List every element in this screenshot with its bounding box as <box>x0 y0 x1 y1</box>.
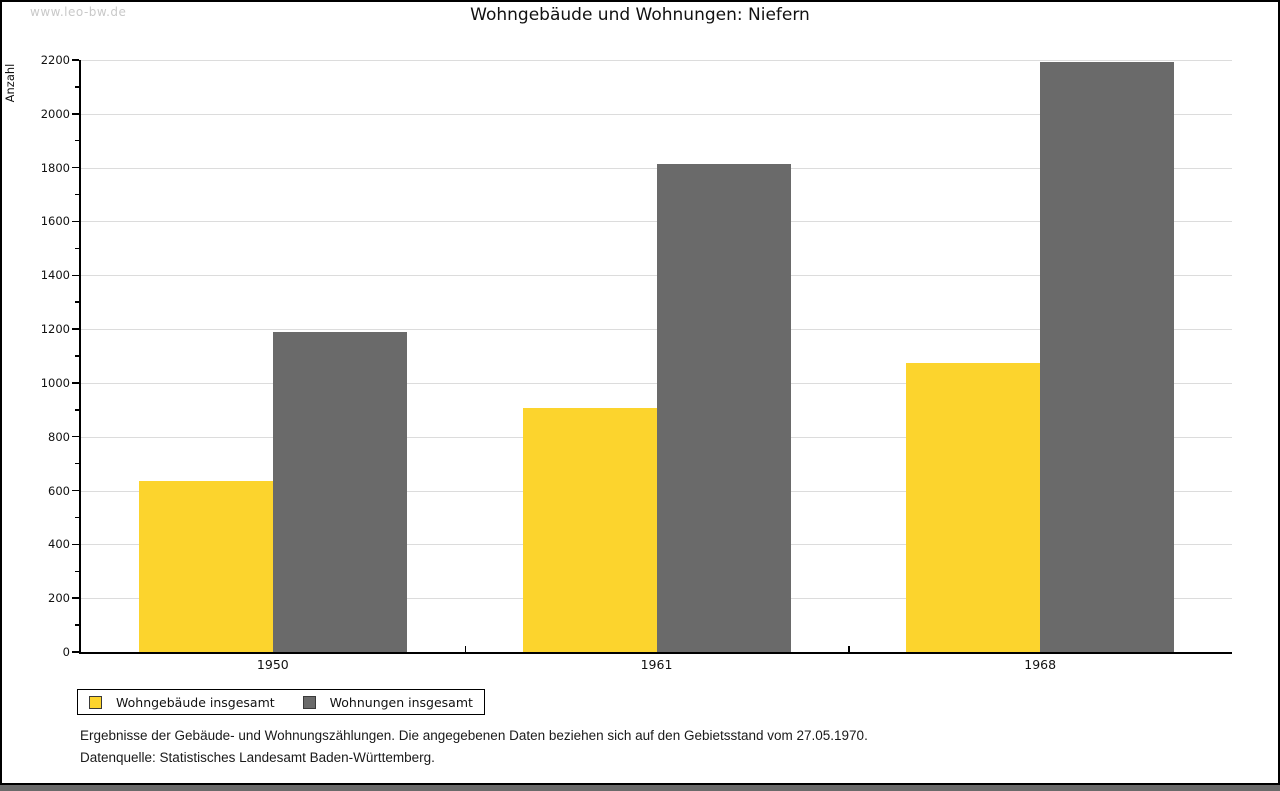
legend-item-wohnungen: Wohnungen insgesamt <box>302 694 473 710</box>
y-tick-label-1400: 1400 <box>40 268 70 283</box>
y-tick-1800 <box>72 166 79 169</box>
y-tick-1400 <box>72 274 79 277</box>
category-separator-1 <box>464 646 467 652</box>
y-tick-label-200: 200 <box>48 591 70 606</box>
category-separator-2 <box>848 646 850 652</box>
bar-wohnungen-1968 <box>1040 61 1175 652</box>
bar-wohngebaeude-1950 <box>138 481 273 652</box>
watermark: www.leo-bw.de <box>30 5 127 19</box>
y-minor-tick-1300 <box>75 301 79 303</box>
y-minor-tick-100 <box>75 624 79 626</box>
gridline-2200 <box>81 60 1232 61</box>
y-tick-label-1600: 1600 <box>40 214 70 229</box>
y-tick-400 <box>72 543 79 546</box>
y-minor-tick-1500 <box>75 247 79 250</box>
note-line-2: Datenquelle: Statistisches Landesamt Bad… <box>80 750 435 765</box>
x-tick-label-1968: 1968 <box>1024 657 1057 672</box>
y-minor-tick-900 <box>75 409 79 411</box>
y-tick-label-0: 0 <box>62 645 70 659</box>
y-minor-tick-2100 <box>75 86 79 88</box>
note-line-1: Ergebnisse der Gebäude- und Wohnungszähl… <box>80 728 868 743</box>
y-minor-tick-300 <box>75 570 79 573</box>
legend: Wohngebäude insgesamt Wohnungen insgesam… <box>77 689 485 715</box>
y-tick-600 <box>72 489 79 492</box>
legend-label-wohngebaeude: Wohngebäude insgesamt <box>116 694 275 710</box>
bar-wohnungen-1950 <box>272 331 407 652</box>
y-tick-1000 <box>72 382 79 384</box>
y-tick-label-600: 600 <box>48 483 70 498</box>
y-minor-tick-1100 <box>75 355 79 357</box>
y-tick-1600 <box>72 220 79 223</box>
y-minor-tick-1900 <box>75 139 79 142</box>
y-tick-label-2000: 2000 <box>40 106 70 121</box>
x-tick-label-1950: 1950 <box>256 657 289 672</box>
x-axis-line <box>79 652 1232 654</box>
gridline-2000 <box>81 113 1232 115</box>
bar-wohnungen-1961 <box>656 163 791 652</box>
legend-label-wohnungen: Wohnungen insgesamt <box>329 694 473 710</box>
legend-item-wohngebaeude: Wohngebäude insgesamt <box>89 695 275 710</box>
y-tick-label-1800: 1800 <box>40 160 70 175</box>
y-minor-tick-700 <box>75 462 79 465</box>
y-tick-label-1200: 1200 <box>40 322 70 337</box>
y-tick-label-800: 800 <box>48 429 70 444</box>
y-tick-label-1000: 1000 <box>40 375 70 390</box>
y-minor-tick-1700 <box>75 193 79 196</box>
y-axis-label: Anzahl <box>3 63 17 103</box>
y-tick-0 <box>72 651 79 653</box>
bottom-strip <box>0 785 1280 791</box>
legend-swatch-wohngebaeude-icon <box>89 695 102 709</box>
bar-wohngebaeude-1961 <box>522 408 657 652</box>
y-tick-2000 <box>72 113 79 115</box>
y-minor-tick-500 <box>75 516 79 519</box>
legend-swatch-wohnungen-icon <box>302 695 316 709</box>
y-tick-2200 <box>72 59 79 61</box>
y-tick-200 <box>72 597 79 599</box>
x-tick-label-1961: 1961 <box>640 657 673 672</box>
chart-title: Wohngebäude und Wohnungen: Niefern <box>470 5 810 25</box>
plot-area: 0 200 400 600 800 1000 1200 1400 1600 1800 2000 220… <box>41 53 1232 672</box>
y-tick-800 <box>72 435 79 438</box>
bar-wohngebaeude-1968 <box>906 362 1041 652</box>
y-tick-label-2200: 2200 <box>40 53 70 67</box>
y-tick-label-400: 400 <box>48 537 70 552</box>
y-axis-line <box>79 60 81 652</box>
y-tick-1200 <box>72 328 79 330</box>
